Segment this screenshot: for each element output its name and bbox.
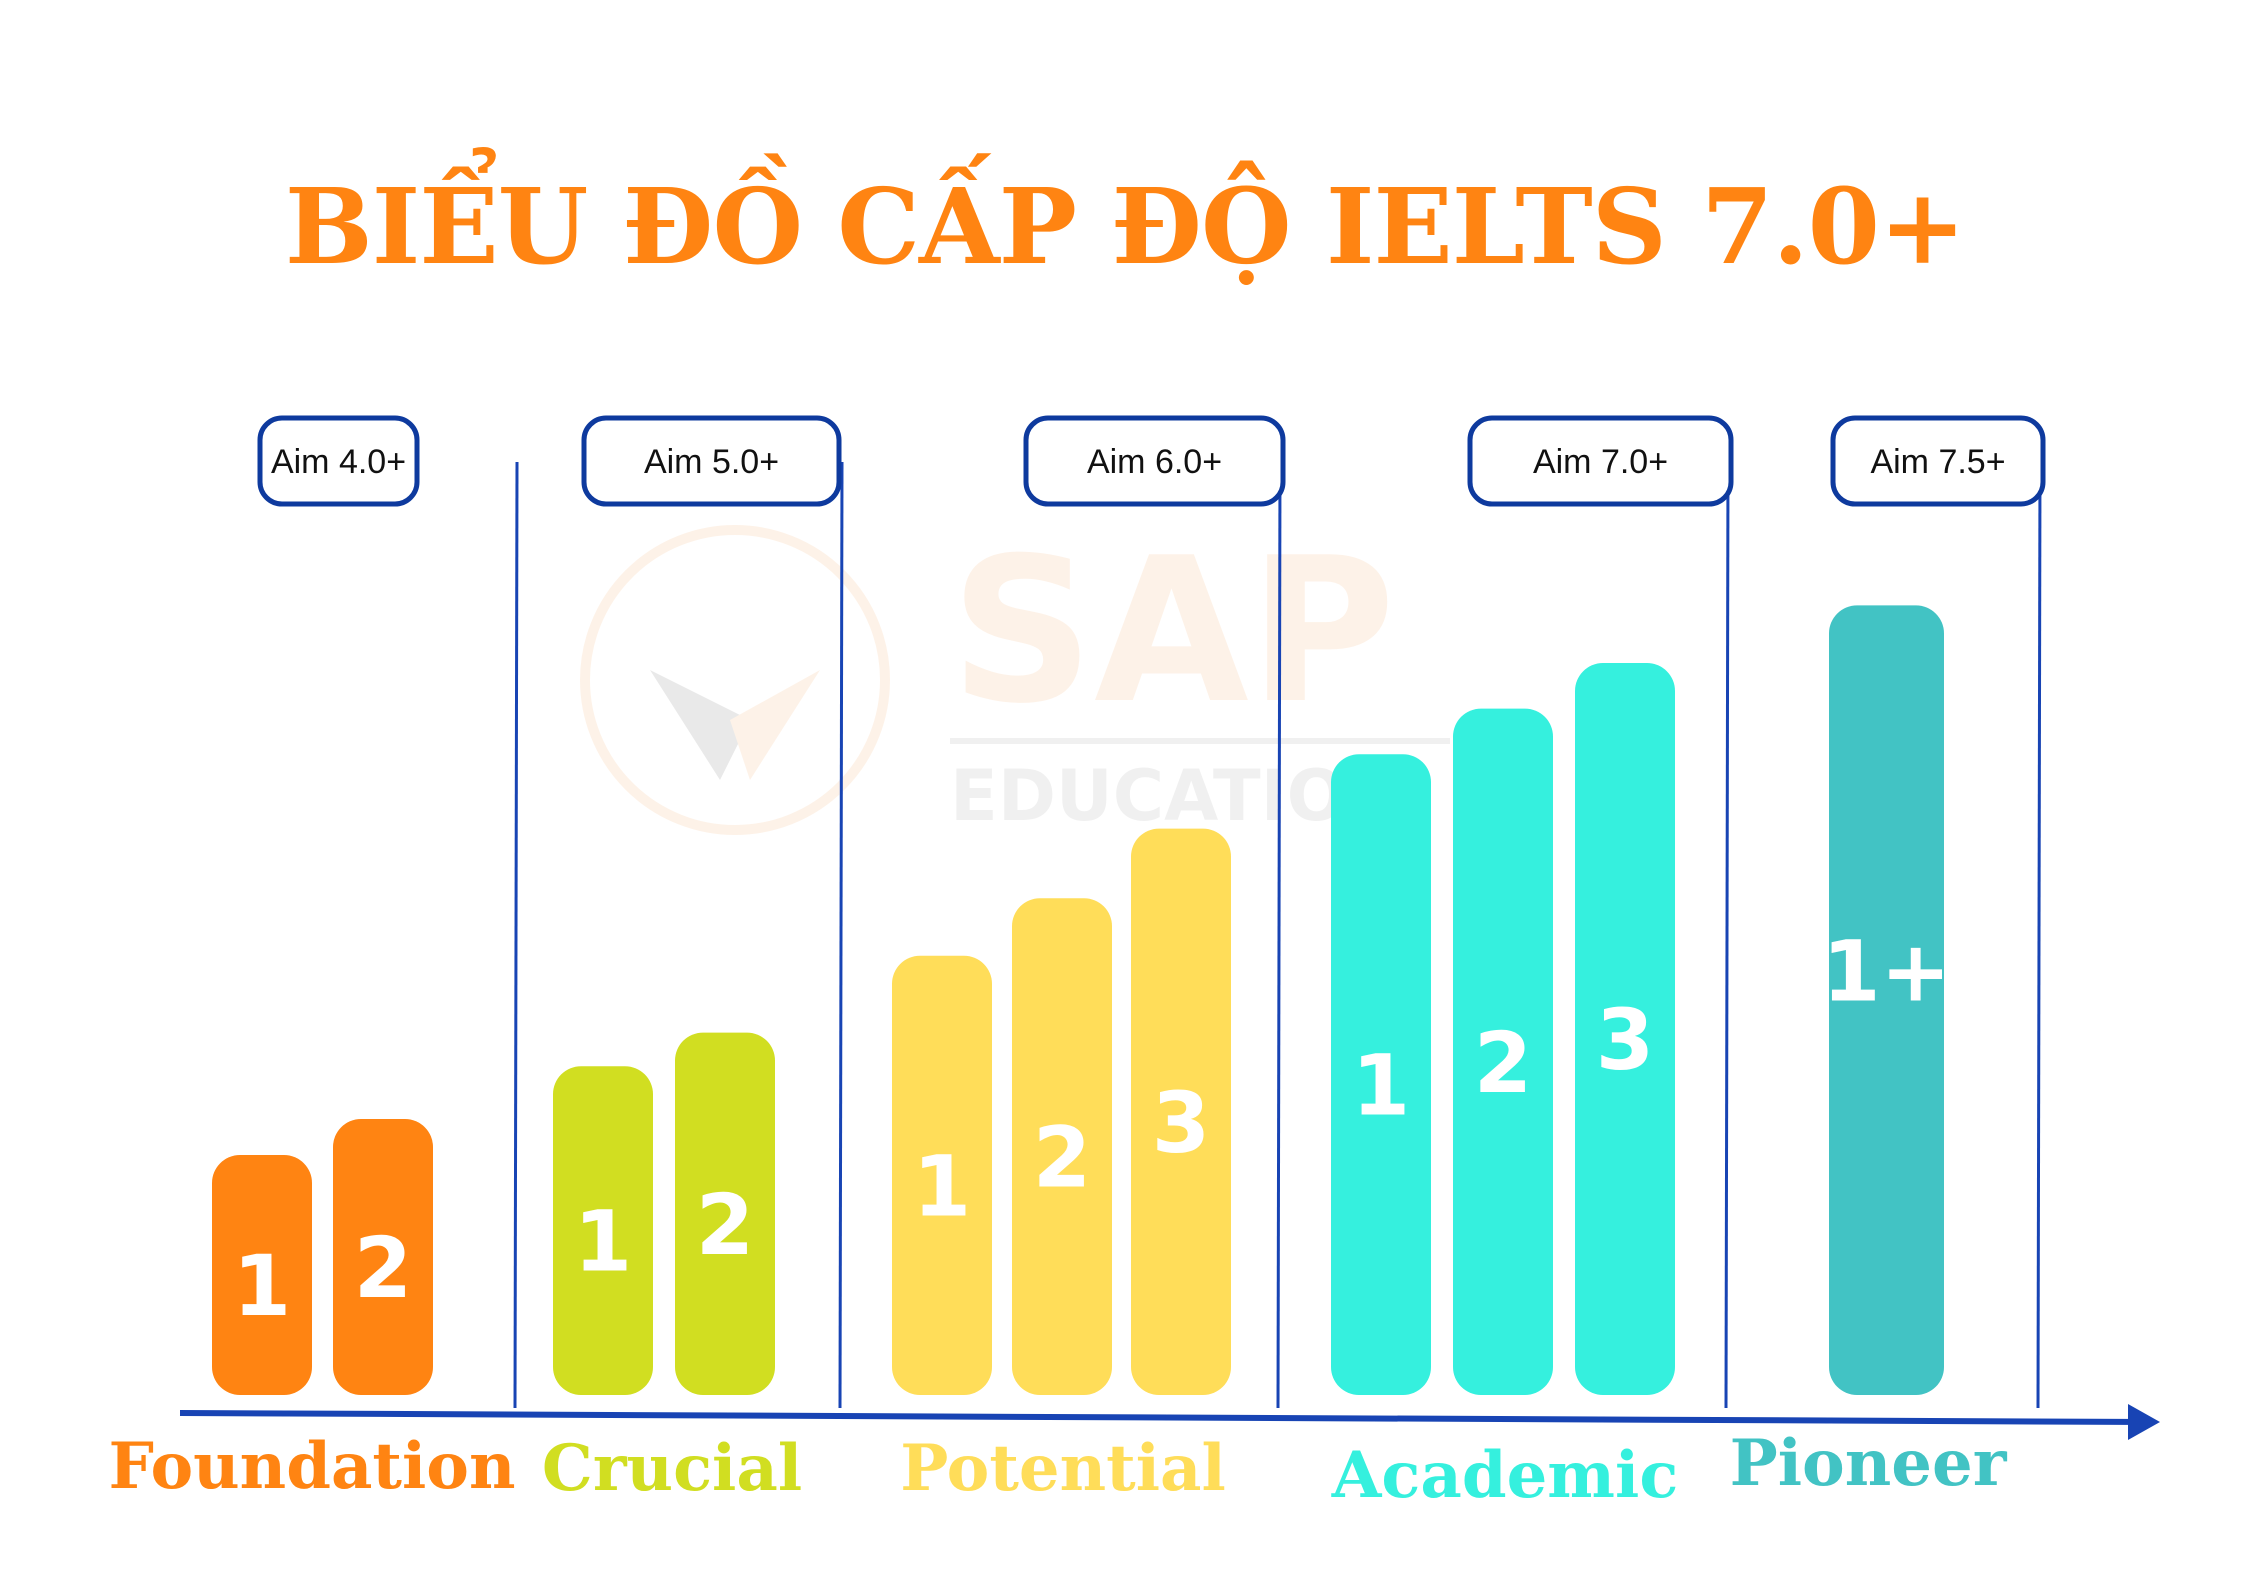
bar [892, 955, 992, 1395]
aim-label: Aim 6.0+ [1087, 443, 1222, 481]
watermark-subtitle: EDUCATION [950, 755, 1405, 837]
aim-box [1830, 415, 2046, 507]
bar [1575, 663, 1675, 1395]
aim-box [1467, 415, 1734, 507]
bar [333, 1119, 433, 1395]
x-axis [179, 1410, 2151, 1425]
group-label: Academic [1331, 1438, 1679, 1513]
bar-label: 1 [233, 1237, 291, 1335]
bar-label: 3 [1596, 991, 1654, 1089]
group-label: Pioneer [1730, 1426, 2008, 1501]
bar [1331, 754, 1431, 1395]
bar-label: 2 [696, 1176, 754, 1274]
watermark-brand: SAP [950, 520, 1395, 748]
bar [1453, 708, 1553, 1395]
bar [1829, 605, 1944, 1395]
bar-label: 1 [1352, 1037, 1410, 1135]
aim-label: Aim 7.0+ [1533, 443, 1668, 481]
x-axis-arrow [2128, 1404, 2160, 1440]
group-separator [838, 461, 844, 1409]
aim-label: Aim 5.0+ [644, 443, 779, 481]
bar [212, 1155, 312, 1395]
group-separator [513, 461, 519, 1409]
bar-label: 3 [1152, 1074, 1210, 1172]
bar-label: 1 [574, 1193, 632, 1291]
aim-box [1023, 415, 1286, 507]
group-separator [1724, 461, 1730, 1409]
bar-label: 2 [1474, 1014, 1532, 1112]
group-label: Crucial [542, 1431, 802, 1506]
group-label: Foundation [109, 1429, 516, 1504]
bar [1131, 828, 1231, 1395]
aim-label: Aim 4.0+ [271, 443, 406, 481]
bar-label: 1 [913, 1137, 971, 1235]
group-separator [2036, 461, 2042, 1409]
group-separator [1276, 461, 1282, 1409]
aim-box [257, 415, 420, 507]
bar [675, 1032, 775, 1395]
chart-title: BIỂU ĐỒ CẤP ĐỘ IELTS 7.0+ [284, 165, 1966, 288]
aim-box [581, 415, 842, 507]
bar [1012, 898, 1112, 1395]
bar-label: 2 [354, 1219, 412, 1317]
bar-label: 1+ [1822, 922, 1951, 1020]
group-label: Potential [900, 1431, 1226, 1506]
watermark-logo: SAP EDUCATION [580, 520, 1450, 837]
aim-label: Aim 7.5+ [1870, 443, 2005, 481]
bar [553, 1066, 653, 1395]
bar-label: 2 [1033, 1109, 1091, 1207]
